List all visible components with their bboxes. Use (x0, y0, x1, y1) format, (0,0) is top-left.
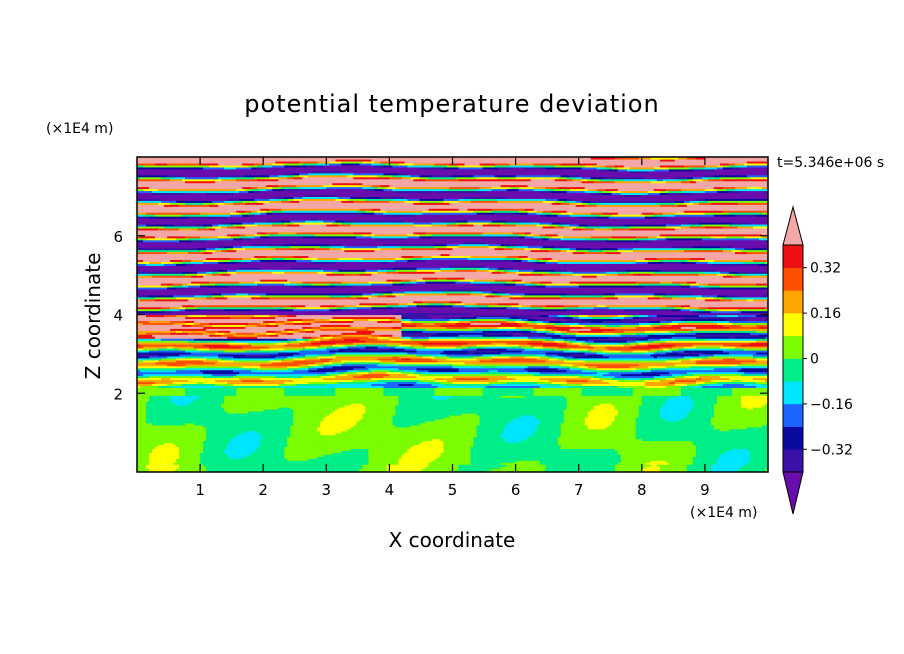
contour-field (137, 157, 769, 473)
y-unit-label: (×1E4 m) (46, 121, 113, 137)
time-label: t=5.346e+06 s (777, 155, 884, 171)
chart-title: potential temperature deviation (244, 90, 659, 118)
